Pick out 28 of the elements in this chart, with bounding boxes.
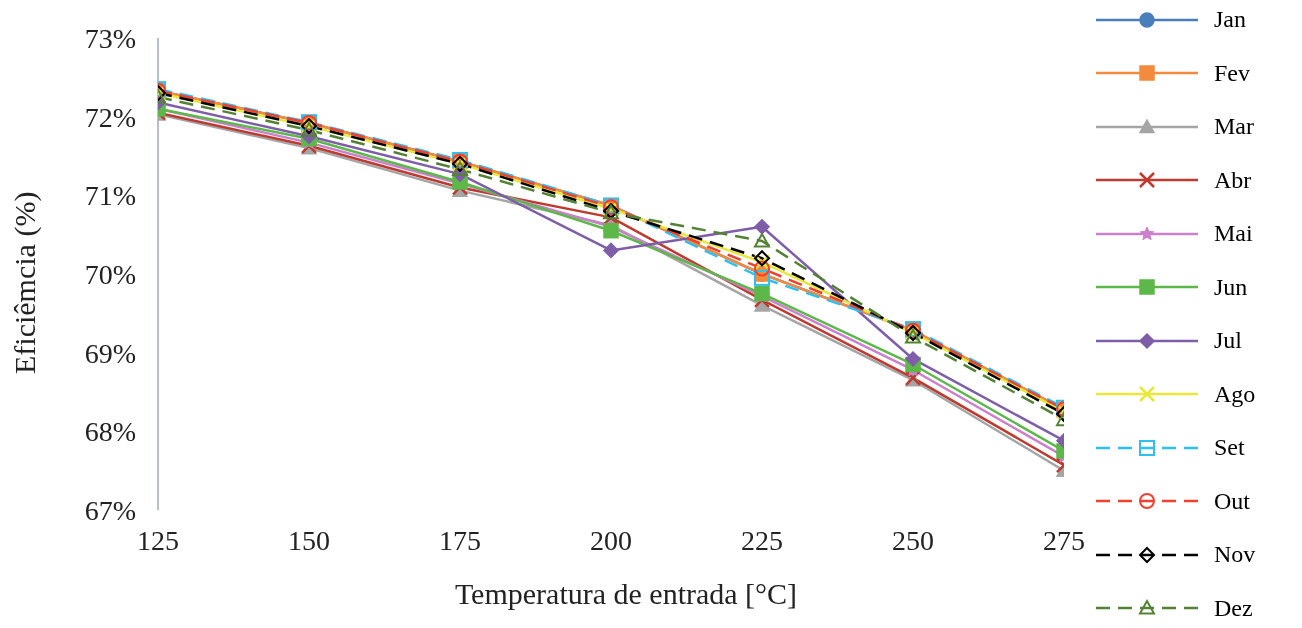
y-tick-label: 67%	[84, 494, 136, 526]
legend-label: Jun	[1214, 273, 1248, 301]
y-tick-label: 72%	[84, 101, 136, 133]
x-tick-label: 225	[741, 524, 783, 556]
y-tick-label: 73%	[84, 22, 136, 54]
y-tick-label: 70%	[84, 258, 136, 290]
y-tick-label: 69%	[84, 337, 136, 369]
x-axis-title: Temperatura de entrada [°C]	[454, 577, 798, 610]
legend-label: Fev	[1214, 59, 1250, 87]
legend-label: Mar	[1214, 113, 1254, 141]
legend-label: Ago	[1214, 380, 1256, 408]
legend-label: Mai	[1214, 220, 1253, 248]
legend-label: Out	[1214, 487, 1250, 515]
x-tick-label: 275	[1043, 524, 1085, 556]
legend-label: Abr	[1214, 166, 1252, 194]
legend-label: Dez	[1214, 594, 1253, 622]
y-axis-title: Eficiêmcia (%)	[7, 191, 42, 374]
x-tick-label: 125	[137, 524, 179, 556]
legend-label: Nov	[1214, 541, 1256, 569]
x-tick-label: 150	[288, 524, 330, 556]
x-tick-label: 200	[590, 524, 632, 556]
x-tick-label: 175	[439, 524, 481, 556]
y-tick-label: 68%	[84, 416, 136, 448]
x-tick-label: 250	[892, 524, 934, 556]
legend-label: Jan	[1214, 6, 1246, 34]
y-tick-label: 71%	[84, 180, 136, 212]
legend-label: Set	[1214, 434, 1245, 462]
legend-label: Jul	[1214, 327, 1243, 355]
